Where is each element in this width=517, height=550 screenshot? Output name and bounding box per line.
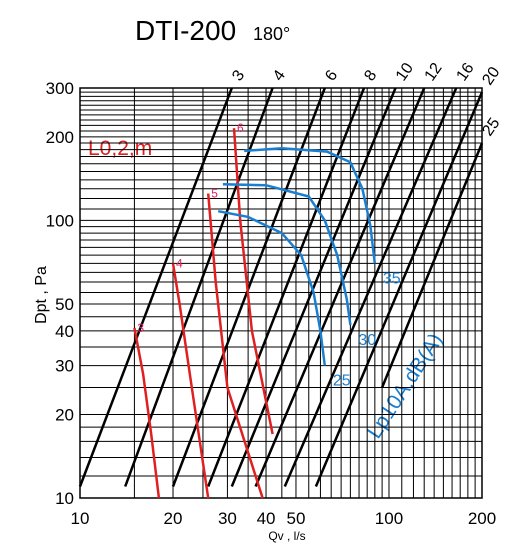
y-tick-20: 20 bbox=[55, 405, 74, 424]
noise-curve-label-35: 35 bbox=[383, 270, 401, 287]
flow-line-label-6: 6 bbox=[322, 67, 341, 84]
y-tick-200: 200 bbox=[46, 128, 74, 147]
y-tick-40: 40 bbox=[55, 322, 74, 341]
tick-labels: 10 20 30 40 50 100 200 10 20 30 40 50 100 200 300 bbox=[46, 79, 497, 528]
x-tick-100: 100 bbox=[375, 509, 403, 528]
flow-line-3 bbox=[78, 87, 233, 487]
flow-line-12 bbox=[254, 87, 426, 487]
flow-line-label-8: 8 bbox=[361, 67, 380, 84]
flow-line-label-16: 16 bbox=[454, 60, 478, 84]
flow-line-label-20: 20 bbox=[479, 64, 503, 88]
throw-curve-4 bbox=[171, 263, 210, 499]
x-tick-200: 200 bbox=[468, 509, 496, 528]
throw-curve-6 bbox=[232, 128, 274, 435]
x-tick-40: 40 bbox=[257, 509, 276, 528]
y-tick-300: 300 bbox=[46, 79, 74, 98]
throw-curve-label-4: 4 bbox=[176, 256, 183, 270]
y-axis-label: Dpt , Pa bbox=[33, 266, 50, 324]
y-tick-100: 100 bbox=[46, 211, 74, 230]
flow-line-label-4: 4 bbox=[270, 67, 289, 84]
throw-curves: 3 4 5 6 bbox=[133, 121, 274, 499]
noise-curve-35 bbox=[244, 146, 377, 264]
flow-line-20 bbox=[314, 91, 484, 487]
throw-curve-5 bbox=[206, 193, 264, 499]
flow-line-10 bbox=[230, 87, 397, 487]
x-tick-20: 20 bbox=[164, 509, 183, 528]
noise-curve-label-30: 30 bbox=[358, 332, 376, 349]
y-tick-30: 30 bbox=[55, 357, 74, 376]
flow-line-label-25: 25 bbox=[479, 115, 503, 139]
throw-curve-3 bbox=[133, 327, 161, 499]
flow-line-16 bbox=[283, 87, 458, 487]
flow-line-25 bbox=[380, 142, 484, 388]
noise-curves: 25 30 35 bbox=[217, 146, 401, 390]
throw-curve-label-5: 5 bbox=[211, 187, 218, 201]
flow-line-6 bbox=[171, 87, 326, 487]
throw-curve-label-3: 3 bbox=[137, 321, 144, 335]
noise-curve-25 bbox=[217, 209, 327, 366]
throw-curve-label-6: 6 bbox=[237, 121, 244, 135]
noise-curve-label-25: 25 bbox=[333, 373, 351, 390]
flow-line-label-10: 10 bbox=[393, 60, 417, 84]
plot-frame bbox=[79, 87, 483, 499]
x-tick-50: 50 bbox=[287, 509, 306, 528]
x-tick-10: 10 bbox=[71, 509, 90, 528]
y-tick-50: 50 bbox=[55, 295, 74, 314]
flow-line-8 bbox=[207, 87, 366, 487]
chart-title: DTI-200 bbox=[135, 15, 236, 46]
flow-line-label-12: 12 bbox=[422, 60, 446, 84]
flow-lines: 3 4 6 8 10 12 16 20 25 bbox=[78, 60, 504, 487]
noise-curve-30 bbox=[222, 183, 352, 326]
chart-subtitle: 180° bbox=[253, 24, 290, 44]
flow-line-label-3: 3 bbox=[229, 67, 248, 84]
x-axis-label: Qv , l/s bbox=[268, 529, 305, 543]
y-tick-10: 10 bbox=[55, 489, 74, 508]
x-tick-30: 30 bbox=[218, 509, 237, 528]
